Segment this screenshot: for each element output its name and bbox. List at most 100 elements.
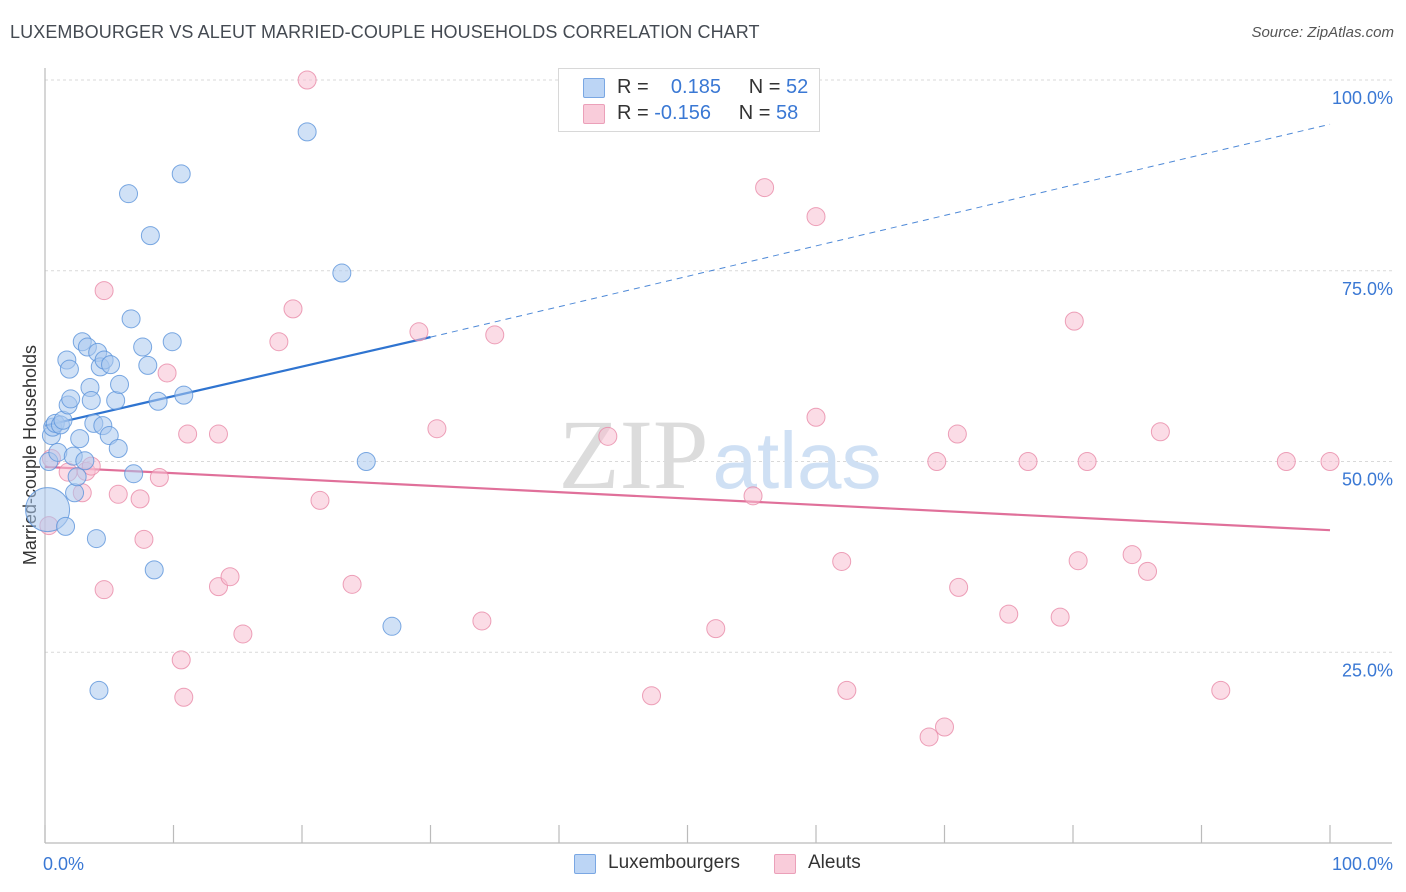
point-aleuts xyxy=(233,624,253,644)
stats-legend: R = 0.185 N = 52 R = -0.156 N = 58 xyxy=(558,68,820,132)
point-aleuts xyxy=(837,680,857,700)
point-aleuts xyxy=(949,577,969,597)
swatch-luxembourgers xyxy=(583,78,605,98)
point-aleuts xyxy=(1150,422,1170,442)
swatch-aleuts xyxy=(583,104,605,124)
x-tick-label: 100.0% xyxy=(1332,854,1393,874)
r-label: R = xyxy=(617,102,649,124)
point-aleuts xyxy=(927,452,947,471)
point-aleuts xyxy=(706,619,726,639)
point-aleuts xyxy=(1320,452,1340,471)
point-aleuts xyxy=(157,363,177,383)
point-aleuts xyxy=(427,419,447,439)
point-aleuts xyxy=(642,686,662,706)
point-aleuts xyxy=(171,650,191,670)
grid-lines xyxy=(45,79,1392,653)
point-luxembourgers xyxy=(61,389,81,409)
point-luxembourgers xyxy=(101,355,121,375)
x-tick-label: 0.0% xyxy=(43,854,84,874)
point-aleuts xyxy=(94,281,114,301)
n-label: N = xyxy=(738,102,771,124)
point-luxembourgers xyxy=(297,122,317,142)
point-luxembourgers xyxy=(65,483,85,503)
point-aleuts xyxy=(297,70,317,90)
point-aleuts xyxy=(94,580,114,600)
point-luxembourgers xyxy=(356,452,376,471)
y-tick-label: 25.0% xyxy=(1342,660,1393,680)
legend-label-luxembourgers: Luxembourgers xyxy=(608,852,741,873)
point-luxembourgers xyxy=(67,467,87,487)
point-aleuts xyxy=(178,424,198,444)
point-luxembourgers xyxy=(99,426,119,446)
point-luxembourgers xyxy=(56,516,76,536)
point-luxembourgers xyxy=(108,439,128,459)
point-luxembourgers xyxy=(121,309,141,329)
point-aleuts xyxy=(1064,311,1084,331)
point-aleuts xyxy=(743,486,763,506)
point-luxembourgers xyxy=(382,616,402,636)
point-luxembourgers xyxy=(171,164,191,184)
point-aleuts xyxy=(832,551,852,571)
point-aleuts xyxy=(1018,452,1038,471)
point-aleuts xyxy=(342,574,362,594)
watermark: ZIPatlas xyxy=(559,399,882,510)
point-aleuts xyxy=(134,529,154,549)
point-aleuts xyxy=(220,567,240,587)
point-aleuts xyxy=(108,484,128,504)
watermark-zip: ZIP xyxy=(559,399,709,510)
point-luxembourgers xyxy=(106,390,126,410)
point-aleuts xyxy=(999,604,1019,624)
point-luxembourgers xyxy=(138,355,158,375)
y-tick-label: 75.0% xyxy=(1342,279,1393,299)
point-luxembourgers xyxy=(110,374,130,394)
point-aleuts xyxy=(174,687,194,707)
y-tick-labels: 25.0% 50.0% 75.0% 100.0% xyxy=(1332,88,1393,680)
point-aleuts xyxy=(755,178,775,198)
point-aleuts xyxy=(947,424,967,444)
legend-label-aleuts: Aleuts xyxy=(808,852,861,873)
point-aleuts xyxy=(283,299,303,319)
point-aleuts xyxy=(130,489,150,509)
point-luxembourgers xyxy=(162,332,182,352)
trend-lines xyxy=(44,123,1331,532)
point-aleuts xyxy=(1138,561,1158,581)
trend-line-aleuts xyxy=(44,465,1331,532)
y-tick-label: 100.0% xyxy=(1332,88,1393,108)
y-axis-label: Married-couple Households xyxy=(20,345,40,565)
point-luxembourgers xyxy=(81,390,101,410)
point-aleuts xyxy=(806,407,826,427)
point-luxembourgers xyxy=(124,464,144,484)
source-label: Source: ZipAtlas.com xyxy=(1251,24,1394,41)
point-aleuts xyxy=(1077,452,1097,471)
data-points xyxy=(25,70,1340,747)
n-value: 58 xyxy=(776,102,799,124)
point-aleuts xyxy=(1068,551,1088,571)
point-aleuts xyxy=(269,332,289,352)
point-luxembourgers xyxy=(133,337,153,357)
legend-swatch-luxembourgers xyxy=(574,854,596,874)
x-tick-labels: 0.0% 100.0% xyxy=(43,854,1393,874)
point-aleuts xyxy=(208,424,228,444)
r-value: 0.185 xyxy=(670,76,721,98)
y-tick-label: 50.0% xyxy=(1342,470,1393,490)
point-luxembourgers xyxy=(119,184,139,204)
point-luxembourgers xyxy=(140,226,160,246)
point-aleuts xyxy=(1050,607,1070,627)
point-luxembourgers xyxy=(144,560,164,580)
trend-extension-luxembourgers xyxy=(430,123,1331,338)
point-luxembourgers xyxy=(59,359,79,379)
point-luxembourgers xyxy=(174,385,194,405)
point-aleuts xyxy=(806,207,826,227)
point-aleuts xyxy=(919,727,939,747)
point-luxembourgers xyxy=(70,429,90,449)
point-luxembourgers xyxy=(86,529,106,549)
point-aleuts xyxy=(1122,545,1142,565)
r-value: -0.156 xyxy=(654,102,711,124)
point-aleuts xyxy=(409,322,429,342)
point-aleuts xyxy=(485,325,505,345)
point-luxembourgers xyxy=(75,451,95,471)
point-luxembourgers xyxy=(89,680,109,700)
n-label: N = xyxy=(748,76,781,98)
point-aleuts xyxy=(149,468,169,488)
